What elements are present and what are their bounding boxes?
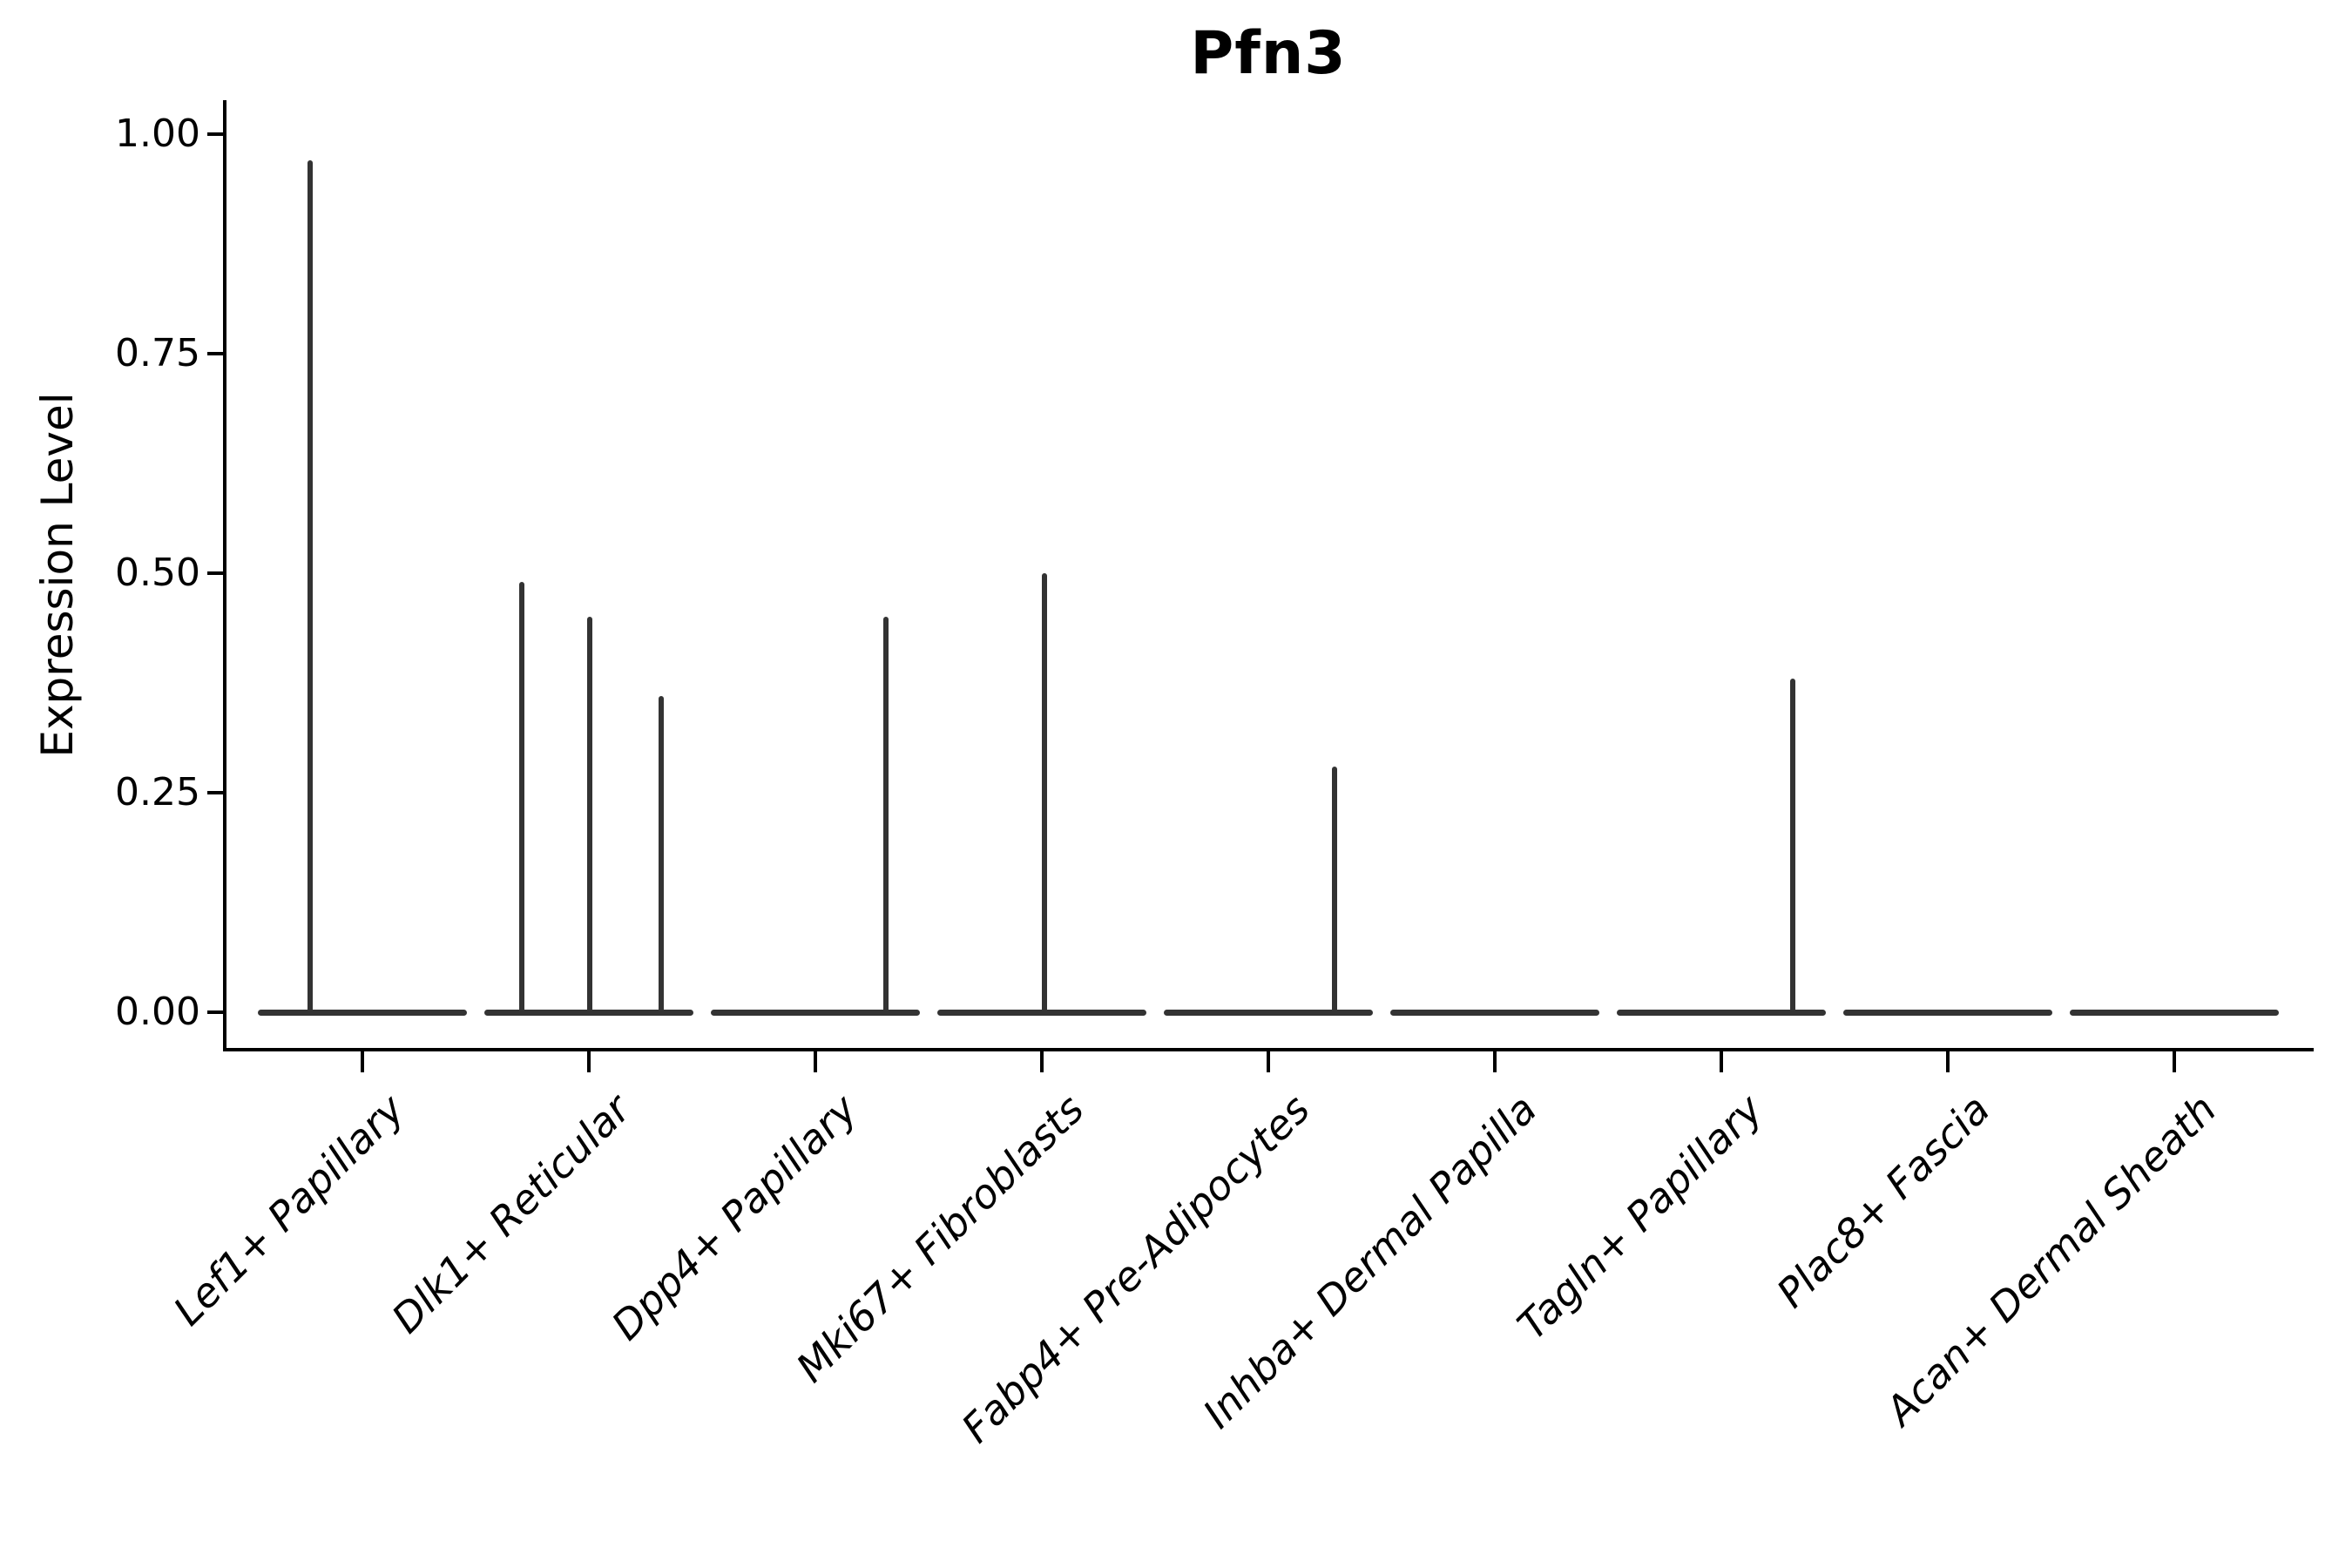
- violin-base: [937, 1009, 1146, 1016]
- x-tick-mark: [361, 1051, 364, 1072]
- x-tick-label: Dpp4+ Papillary: [602, 1085, 867, 1349]
- violin-base: [2070, 1009, 2279, 1016]
- y-tick-label: 0.00: [115, 990, 200, 1034]
- y-tick-label: 0.50: [115, 551, 200, 595]
- x-tick-mark: [814, 1051, 817, 1072]
- y-tick-label: 1.00: [115, 112, 200, 156]
- x-tick-mark: [1040, 1051, 1044, 1072]
- x-tick-mark: [2173, 1051, 2176, 1072]
- y-tick-mark: [207, 132, 225, 136]
- x-tick-mark: [1946, 1051, 1950, 1072]
- violin-spike: [308, 160, 313, 1012]
- violin-spike: [1332, 766, 1337, 1012]
- plot-area: [223, 100, 2314, 1051]
- y-tick-mark: [207, 571, 225, 575]
- violin-spike: [1790, 678, 1795, 1012]
- violin-spike: [587, 617, 592, 1012]
- x-tick-mark: [1493, 1051, 1497, 1072]
- x-tick-label: Tagln+ Papillary: [1508, 1085, 1773, 1349]
- chart-title: Pfn3: [1190, 19, 1347, 88]
- violin-spike: [519, 582, 524, 1012]
- y-tick-label: 0.75: [115, 331, 200, 375]
- violin-spike: [883, 617, 889, 1012]
- y-tick-mark: [207, 791, 225, 794]
- y-tick-mark: [207, 352, 225, 355]
- y-tick-mark: [207, 1010, 225, 1014]
- x-tick-mark: [587, 1051, 591, 1072]
- violin-spike: [659, 696, 664, 1012]
- x-tick-mark: [1267, 1051, 1270, 1072]
- violin-base: [1390, 1009, 1599, 1016]
- violin-base: [484, 1009, 693, 1016]
- x-tick-label: Lef1+ Papillary: [164, 1085, 414, 1335]
- violin-base: [258, 1009, 467, 1016]
- violin-base: [1617, 1009, 1826, 1016]
- violin-base: [711, 1009, 920, 1016]
- x-tick-label: Plac8+ Fascia: [1767, 1085, 1999, 1317]
- x-tick-mark: [1720, 1051, 1723, 1072]
- y-tick-label: 0.25: [115, 770, 200, 814]
- violin-base: [1843, 1009, 2052, 1016]
- x-tick-label: Dlk1+ Reticular: [382, 1085, 640, 1342]
- violin-spike: [1042, 573, 1047, 1012]
- violin-base: [1164, 1009, 1373, 1016]
